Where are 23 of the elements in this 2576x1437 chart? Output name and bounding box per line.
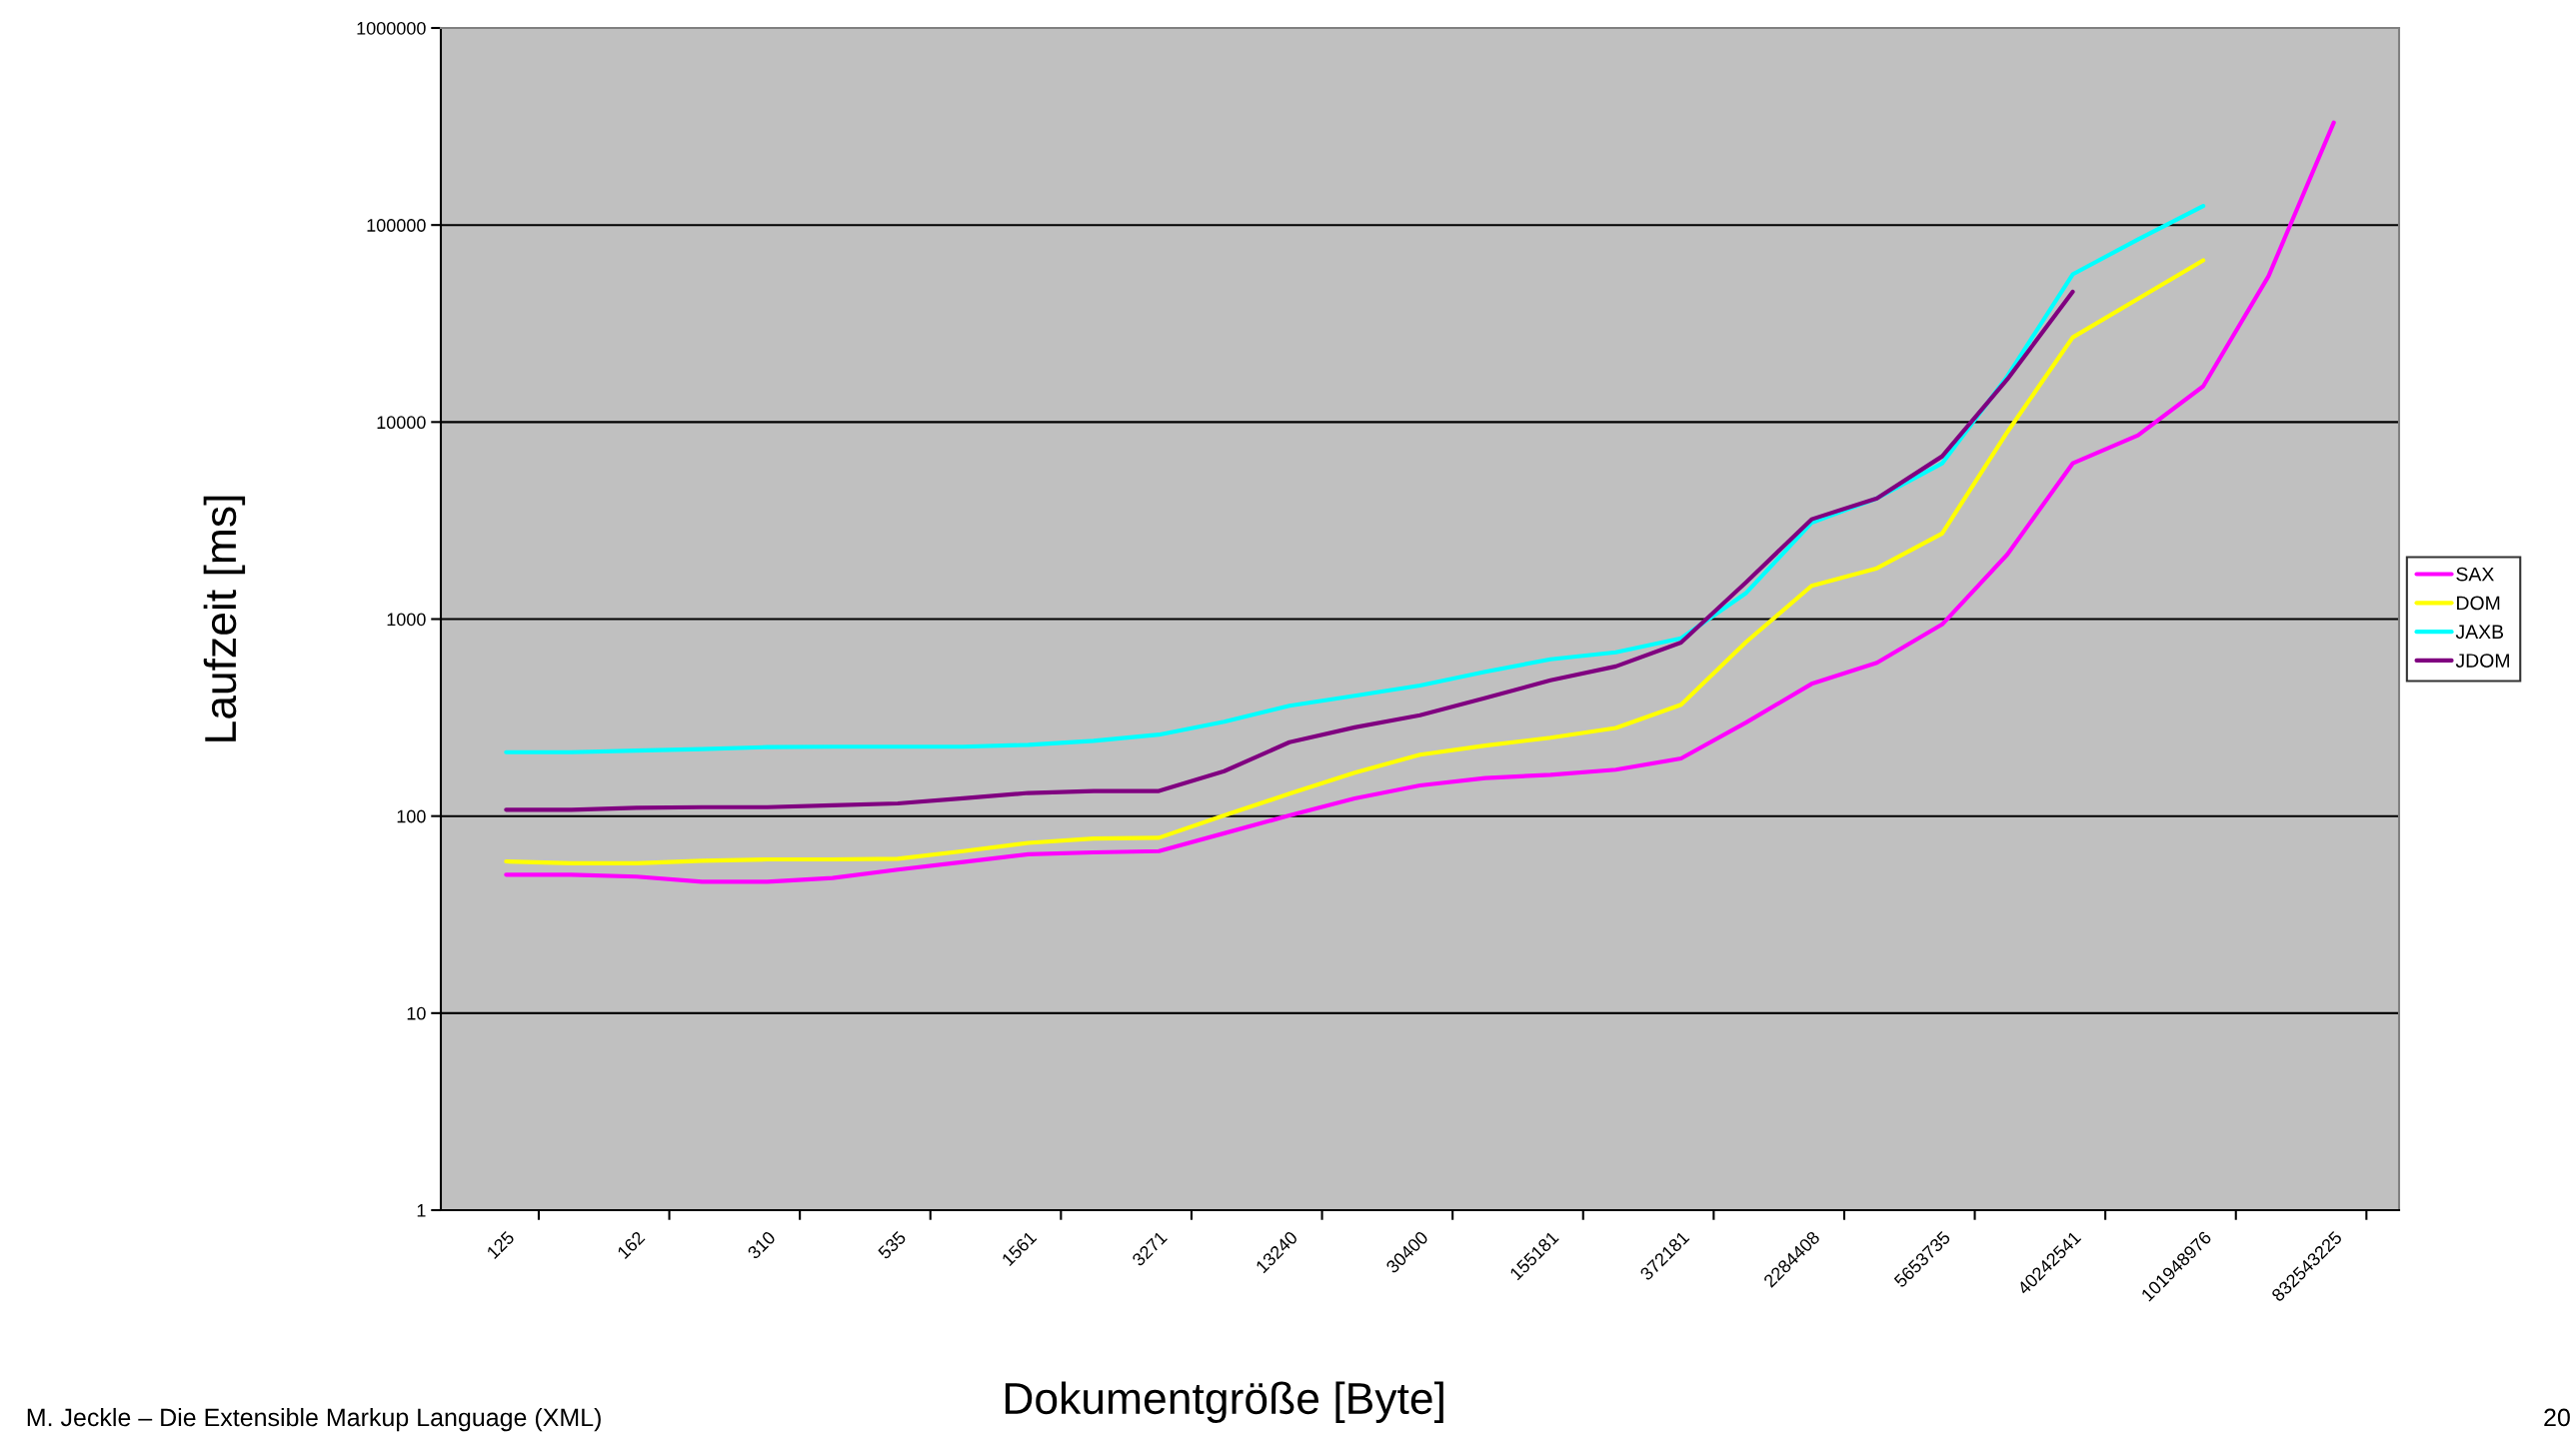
legend-label: JDOM <box>2455 654 2509 668</box>
line-series <box>504 289 2075 812</box>
legend-label: JAXB <box>2455 625 2504 640</box>
x-tick-label: 125 <box>486 1230 516 1260</box>
x-tick-label: 310 <box>747 1230 777 1260</box>
y-tick-label: 100 <box>397 809 426 823</box>
x-axis-title: Dokumentgröße [Byte] <box>1005 1381 1443 1423</box>
x-tick-label: 162 <box>616 1230 646 1260</box>
line-series <box>504 120 2336 884</box>
legend-label: DOM <box>2457 596 2500 611</box>
y-tick-label: 1 <box>417 1204 426 1217</box>
text: 20 <box>2544 1408 2570 1427</box>
x-tick-label: 535 <box>877 1230 907 1260</box>
legend-label: SAX <box>2456 567 2494 582</box>
y-tick-label: 100000 <box>367 219 426 232</box>
y-tick-label: 10 <box>407 1006 426 1020</box>
y-tick-label: 1000 <box>387 613 426 627</box>
line-series <box>504 203 2206 754</box>
y-tick-label: 10000 <box>377 416 426 430</box>
line-series <box>504 258 2206 865</box>
text: M. Jeckle – Die Extensible Markup Language (XML) <box>27 1407 601 1432</box>
y-tick-label: 1000000 <box>357 21 426 35</box>
y-axis-title: Laufzeit [ms] <box>203 496 246 741</box>
